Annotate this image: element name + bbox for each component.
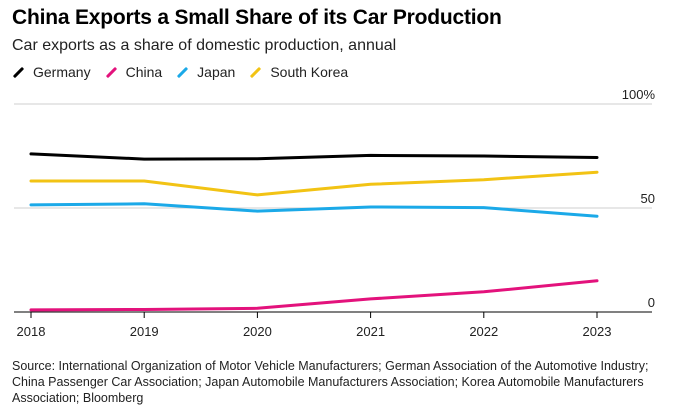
legend-label-south-korea: South Korea (270, 64, 349, 80)
legend-item-germany: Germany (12, 64, 91, 80)
series-line-japan (29, 202, 599, 218)
x-tick-label-2022: 2022 (469, 324, 498, 339)
legend-item-japan: Japan (176, 64, 235, 80)
legend-label-china: China (125, 64, 163, 80)
source-note: Source: International Organization of Mo… (12, 359, 649, 405)
y-tick-label-100: 100% (622, 87, 656, 102)
series-line-south-korea (29, 170, 599, 197)
legend-item-south-korea: South Korea (249, 64, 348, 80)
x-tick-label-2019: 2019 (130, 324, 159, 339)
tick-labels: 100% 50 0 2018 2019 2020 2021 2022 2023 (17, 87, 656, 339)
series-line-china (29, 279, 599, 312)
x-axis (14, 311, 652, 318)
y-tick-label-0: 0 (648, 295, 655, 310)
legend-label-japan: Japan (197, 64, 236, 80)
y-tick-label-50: 50 (641, 191, 655, 206)
legend-label-germany: Germany (33, 64, 91, 80)
x-tick-label-2021: 2021 (356, 324, 385, 339)
chart-subtitle: Car exports as a share of domestic produ… (12, 37, 397, 54)
legend: Germany China Japan South Korea (12, 64, 362, 80)
x-tick-label-2023: 2023 (583, 324, 612, 339)
chart-title: China Exports a Small Share of its Car P… (12, 6, 502, 29)
series-lines (29, 152, 599, 312)
x-tick-label-2018: 2018 (17, 324, 46, 339)
series-line-germany (29, 152, 599, 161)
x-tick-label-2020: 2020 (243, 324, 272, 339)
legend-item-china: China (105, 64, 163, 80)
